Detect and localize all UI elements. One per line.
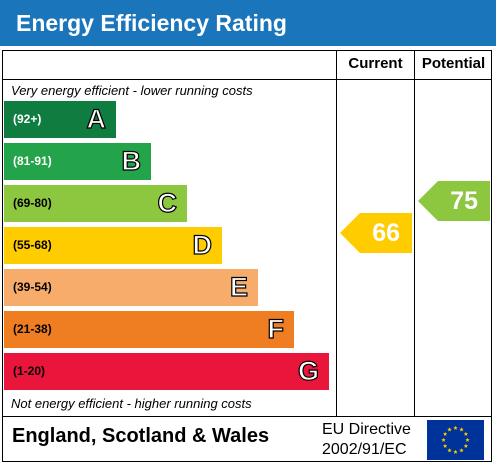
column-divider-current <box>336 50 337 416</box>
header-potential: Potential <box>421 55 486 72</box>
directive-line-1: EU Directive <box>322 421 411 438</box>
band-range: (39-54) <box>13 280 52 294</box>
eu-star-icon <box>441 437 446 442</box>
eu-star-icon <box>453 425 458 430</box>
band-letter: B <box>121 145 142 176</box>
band-e: (39-54) E <box>4 269 258 306</box>
eu-star-icon <box>465 437 470 442</box>
band-range: (81-91) <box>13 154 52 168</box>
rating-table <box>2 50 492 462</box>
band-letter: A <box>86 103 107 134</box>
eu-star-icon <box>459 427 464 432</box>
band-range: (69-80) <box>13 196 52 210</box>
directive-line-2: 2002/91/EC <box>322 441 407 458</box>
header-current: Current <box>348 55 403 72</box>
eu-star-icon <box>442 443 448 448</box>
band-f: (21-38) F <box>4 311 294 348</box>
eu-star-icon <box>442 431 448 436</box>
band-range: (92+) <box>13 112 42 126</box>
eu-star-icon <box>447 427 452 432</box>
band-range: (21-38) <box>13 322 52 336</box>
band-letter: F <box>267 313 285 344</box>
title-bar: Energy Efficiency Rating <box>0 0 496 46</box>
header-divider <box>2 79 492 80</box>
eu-flag-icon <box>427 420 484 460</box>
band-b: (81-91) B <box>4 143 151 180</box>
band-range: (55-68) <box>13 238 52 252</box>
band-letter: C <box>157 187 178 218</box>
footer-divider <box>2 416 492 417</box>
current-rating-value: 66 <box>372 219 400 247</box>
note-efficient: Very energy efficient - lower running co… <box>11 83 253 98</box>
footer-region: England, Scotland & Wales <box>12 425 270 447</box>
eu-star-icon <box>447 448 452 453</box>
band-a: (92+) A <box>4 101 116 138</box>
potential-rating-value: 75 <box>450 187 478 215</box>
eu-star-icon <box>463 443 469 448</box>
band-letter: G <box>297 355 319 386</box>
eu-star-icon <box>453 449 458 454</box>
band-letter: E <box>229 271 248 302</box>
note-inefficient: Not energy efficient - higher running co… <box>11 396 252 411</box>
band-g: (1-20) G <box>4 353 329 390</box>
band-range: (1-20) <box>13 364 46 378</box>
page-title: Energy Efficiency Rating <box>16 10 287 36</box>
band-d: (55-68) D <box>4 227 222 264</box>
band-letter: D <box>192 229 213 260</box>
eu-star-icon <box>463 431 469 436</box>
band-c: (69-80) C <box>4 185 187 222</box>
eu-star-icon <box>459 448 464 453</box>
potential-rating-arrow: 75 <box>418 181 490 221</box>
column-divider-potential <box>414 50 415 416</box>
